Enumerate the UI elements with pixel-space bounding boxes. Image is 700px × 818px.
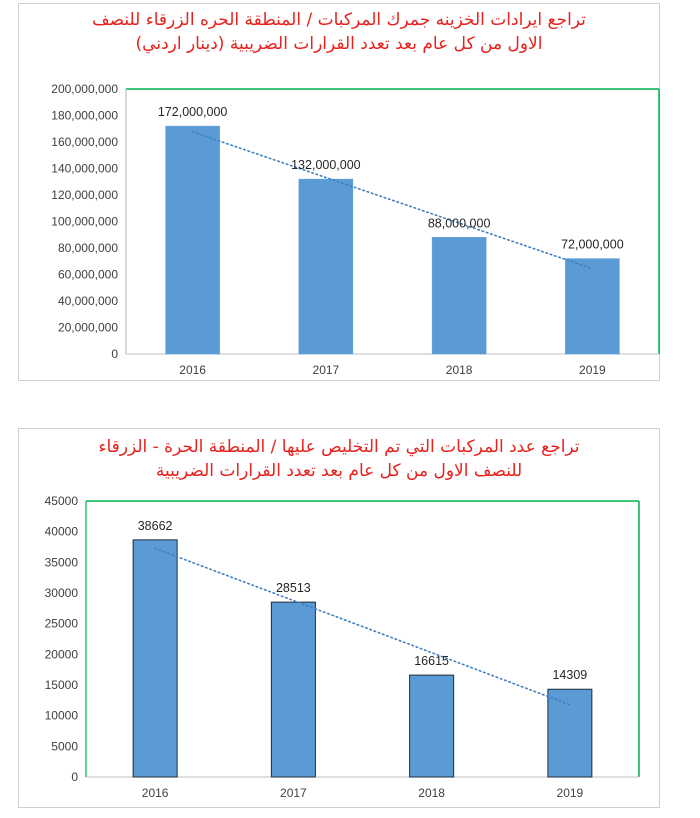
y-tick-label: 180,000,000 xyxy=(51,109,118,123)
bar xyxy=(431,237,487,355)
chart-title-line-2: الاول من كل عام بعد تعدد القرارات الضريب… xyxy=(135,34,543,54)
x-tick-label: 2018 xyxy=(418,786,445,800)
y-tick-label: 45000 xyxy=(45,494,79,508)
chart-panel-vehicles: تراجع عدد المركبات التي تم التخليص عليها… xyxy=(18,428,660,808)
x-tick-label: 2019 xyxy=(579,363,606,377)
y-tick-label: 30000 xyxy=(45,586,79,600)
bar xyxy=(409,674,455,778)
y-tick-label: 120,000,000 xyxy=(51,188,118,202)
x-tick-label: 2018 xyxy=(446,363,473,377)
trendline xyxy=(154,547,571,706)
y-tick-label: 15000 xyxy=(45,678,79,692)
bar xyxy=(165,125,220,355)
chart-title: تراجع ايرادات الخزينه جمرك المركبات / ال… xyxy=(19,8,659,56)
y-tick-label: 25000 xyxy=(45,617,79,631)
y-tick-label: 20000 xyxy=(45,647,79,661)
data-label: 88,000,000 xyxy=(428,216,491,230)
y-tick-label: 200,000,000 xyxy=(51,82,118,96)
data-label: 14309 xyxy=(552,668,587,682)
data-label: 72,000,000 xyxy=(561,238,624,252)
chart-title-line-1: تراجع ايرادات الخزينه جمرك المركبات / ال… xyxy=(92,10,586,30)
bar xyxy=(132,539,178,778)
y-tick-label: 160,000,000 xyxy=(51,135,118,149)
x-tick-label: 2017 xyxy=(313,363,340,377)
data-label: 172,000,000 xyxy=(158,105,228,119)
x-tick-label: 2019 xyxy=(557,786,584,800)
y-tick-label: 60,000,000 xyxy=(58,268,118,282)
bar xyxy=(547,688,593,778)
chart-title-line-2: للنصف الاول من كل عام بعد تعدد القرارات … xyxy=(155,461,523,481)
chart-panel-revenue: تراجع ايرادات الخزينه جمرك المركبات / ال… xyxy=(18,3,660,381)
y-tick-label: 0 xyxy=(71,770,78,784)
data-label: 38662 xyxy=(138,519,173,533)
chart-title-line-1: تراجع عدد المركبات التي تم التخليص عليها… xyxy=(98,437,580,457)
y-tick-label: 80,000,000 xyxy=(58,241,118,255)
y-tick-label: 20,000,000 xyxy=(58,321,118,335)
chart-title: تراجع عدد المركبات التي تم التخليص عليها… xyxy=(19,435,659,483)
x-tick-label: 2016 xyxy=(179,363,206,377)
y-tick-label: 10000 xyxy=(45,709,79,723)
y-tick-label: 100,000,000 xyxy=(51,215,118,229)
y-tick-label: 40,000,000 xyxy=(58,294,118,308)
trendline xyxy=(191,131,594,270)
y-tick-label: 40000 xyxy=(45,525,79,539)
data-label: 28513 xyxy=(276,581,311,595)
data-label: 16615 xyxy=(414,654,449,668)
y-tick-label: 35000 xyxy=(45,555,79,569)
bar xyxy=(298,178,354,355)
vehicles-bar-chart: 0 5000 10000 15000 20000 25000 30000 35000 40000… xyxy=(45,494,640,800)
bar xyxy=(270,601,316,778)
data-label: 132,000,000 xyxy=(291,158,361,172)
y-tick-label: 140,000,000 xyxy=(51,162,118,176)
x-tick-label: 2017 xyxy=(280,786,307,800)
revenue-bar-chart: 0 20,000,000 40,000,000 60,000,000 80,000,00… xyxy=(51,82,660,377)
y-tick-label: 5000 xyxy=(51,739,78,753)
x-tick-label: 2016 xyxy=(142,786,169,800)
bar xyxy=(565,258,620,355)
y-tick-label: 0 xyxy=(111,347,118,361)
